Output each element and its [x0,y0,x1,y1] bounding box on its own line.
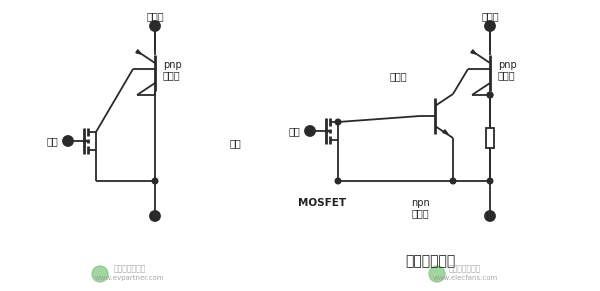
Circle shape [92,266,108,282]
Text: npn: npn [410,198,430,208]
Circle shape [63,136,73,146]
Text: 集電極: 集電極 [146,11,164,21]
Text: 電動汽車資源網: 電動汽車資源網 [114,265,146,274]
Text: pnp: pnp [498,60,517,70]
Circle shape [487,92,493,98]
Circle shape [335,178,341,184]
Bar [486,128,494,148]
Text: 電動汽車資源網: 電動汽車資源網 [449,265,481,274]
Text: MOSFET: MOSFET [298,198,346,208]
Text: 集電極: 集電極 [481,11,499,21]
Circle shape [335,119,341,125]
Polygon shape [326,129,330,132]
Circle shape [487,178,493,184]
Circle shape [485,21,495,31]
Text: 晶體管: 晶體管 [163,70,181,80]
Circle shape [485,211,495,221]
Circle shape [487,92,493,98]
Text: 實際等效電路: 實際等效電路 [405,254,455,268]
Polygon shape [471,50,476,54]
Circle shape [429,266,445,282]
Polygon shape [84,140,88,142]
Text: 晶體管: 晶體管 [411,208,429,218]
Text: 晶體管: 晶體管 [498,70,515,80]
Text: 門極: 門極 [46,136,58,146]
Polygon shape [136,50,141,54]
Circle shape [305,126,315,136]
Circle shape [150,211,160,221]
Text: pnp: pnp [163,60,182,70]
Text: www.elecfans.com: www.elecfans.com [433,275,497,281]
Text: www.evpartner.com: www.evpartner.com [95,275,165,281]
Text: 門極: 門極 [230,138,242,148]
Text: 可控硅: 可控硅 [390,71,407,81]
Circle shape [150,21,160,31]
Circle shape [152,178,158,184]
Text: 門極: 門極 [288,126,300,136]
Polygon shape [443,130,448,134]
Circle shape [450,178,456,184]
